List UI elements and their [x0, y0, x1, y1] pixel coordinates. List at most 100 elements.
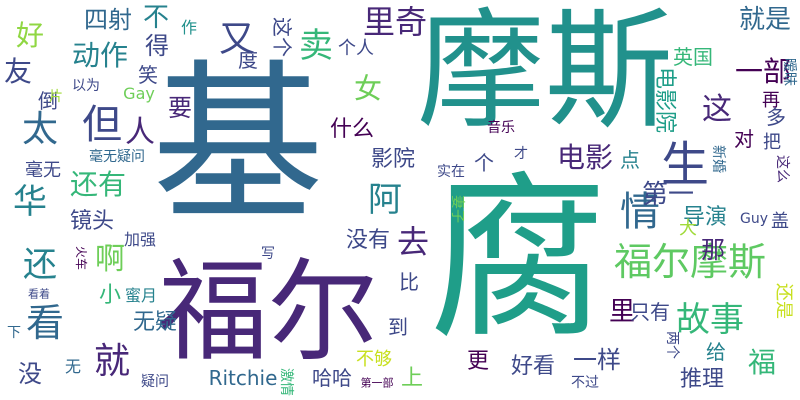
word-diyi: 第一 — [641, 180, 695, 210]
word-mei: 没 — [18, 360, 42, 388]
word-jiqing: 激情 — [278, 368, 294, 396]
word-tai: 太 — [21, 109, 59, 150]
word-zhege: 这个 — [270, 17, 294, 57]
word-cai: 才 — [514, 146, 528, 162]
word-geren: 个人 — [338, 38, 374, 59]
word-qu: 去 — [396, 223, 430, 261]
word-yingyuan: 影院 — [370, 147, 416, 172]
word-jingtou: 镜头 — [69, 209, 115, 234]
word-haishi: 还是 — [773, 283, 794, 319]
word-dongzuo: 动作 — [71, 39, 129, 72]
word-hua: 华 — [13, 182, 47, 222]
word-fu-rot: 腐 — [429, 156, 607, 363]
word-dian: 点 — [620, 148, 640, 172]
word-a: 阿 — [368, 180, 402, 220]
word-qizi: 妻子 — [449, 195, 465, 223]
word-zhe: 这 — [702, 92, 732, 127]
word-bugou: 不够 — [356, 349, 392, 370]
word-na: 那 — [701, 236, 725, 264]
word-sheng: 生 — [660, 137, 710, 193]
word-ba: 把 — [763, 132, 781, 153]
word-haowuyiwen: 毫无疑问 — [89, 149, 145, 165]
word-guy: Guy — [739, 211, 769, 227]
word-liqi: 里奇 — [362, 3, 428, 41]
word-xia: 下 — [7, 325, 21, 341]
word-zheme: 这么 — [774, 155, 790, 183]
word-de: 得 — [145, 32, 169, 60]
word-zai: 再 — [762, 90, 780, 111]
word-nv: 女 — [353, 72, 383, 105]
word-gai: 盖 — [771, 211, 789, 232]
word-daoyan: 导演 — [682, 205, 728, 230]
word-tuili: 推理 — [679, 367, 725, 392]
word-hai: 还 — [23, 245, 57, 285]
word-jiaqiang: 加强 — [123, 230, 157, 249]
word-yao: 要 — [168, 94, 192, 122]
word-dianying: 电影 — [556, 141, 614, 174]
word-gushi: 故事 — [676, 300, 744, 340]
word-haowu: 毫无 — [25, 160, 61, 181]
word-ren: 人 — [125, 115, 155, 150]
word-yiyang: 一样 — [573, 346, 621, 374]
word-diyibu: 第一部 — [360, 376, 394, 390]
word-xinhun: 新婚 — [710, 145, 726, 173]
word-aimei: 暧昧 — [781, 58, 797, 86]
word-dao2: 倒 — [38, 89, 58, 113]
word-jiushi: 就是 — [738, 5, 792, 35]
word-wuyi: 无疑 — [132, 310, 178, 335]
word-huoche: 火车 — [74, 245, 88, 271]
word-geng: 更 — [466, 349, 490, 374]
word-pian: 片 — [49, 89, 63, 105]
word-yingguo: 英国 — [673, 45, 713, 69]
word-dan: 但 — [82, 102, 122, 148]
word-fuer: 福尔 — [158, 248, 378, 376]
word-gei: 给 — [706, 340, 726, 364]
word-ritchie: Ritchie — [208, 366, 278, 390]
word-hao: 好 — [15, 19, 45, 52]
word-mai: 卖 — [299, 26, 333, 66]
word-you2: 友 — [3, 55, 33, 88]
word-kanzhe: 看着 — [28, 287, 50, 301]
word-fuermosi: 福尔摩斯 — [613, 240, 767, 284]
word-xie: 写 — [261, 246, 275, 262]
word-yiwei: 以为 — [72, 78, 100, 94]
word-li: 里 — [608, 297, 636, 327]
word-bu: 不 — [142, 3, 170, 33]
word-zhiyou: 只有 — [630, 300, 670, 324]
word-shenme: 什么 — [329, 117, 375, 142]
word-mosi: 摩斯 — [416, 0, 674, 146]
word-du: 度 — [238, 48, 258, 72]
word-xiao: 小 — [98, 283, 122, 308]
word-da: 大 — [679, 218, 697, 239]
word-ge: 个 — [474, 151, 494, 175]
word-xiao-laugh: 笑 — [138, 63, 158, 87]
word-dui: 对 — [734, 127, 754, 151]
word-yinyue: 音乐 — [487, 120, 515, 136]
word-qing: 情 — [620, 189, 660, 235]
word-duo: 多 — [766, 105, 786, 129]
word-zuo: 作 — [180, 18, 198, 37]
word-meiyou: 没有 — [345, 228, 391, 253]
word-dianyingyuan: 电影院 — [652, 66, 677, 134]
word-a2: 啊 — [95, 242, 125, 277]
word-jiu: 就 — [93, 341, 131, 382]
word-gay: Gay — [123, 84, 155, 103]
word-dao: 到 — [388, 315, 408, 339]
word-kan: 看 — [25, 301, 65, 345]
word-yibu: 一部 — [734, 55, 792, 88]
word-shang: 上 — [400, 366, 424, 391]
word-shizai: 实在 — [437, 164, 465, 180]
word-fu-small: 福 — [747, 346, 777, 379]
word-haha: 哈哈 — [312, 366, 352, 390]
word-you: 又 — [218, 19, 256, 60]
word-yiwen: 疑问 — [141, 374, 169, 390]
word-ji: 基 — [152, 44, 324, 245]
word-buguo: 不过 — [571, 375, 599, 391]
word-liangge: 两个 — [664, 331, 680, 359]
word-sishe: 四射 — [84, 6, 132, 34]
word-haiyou: 还有 — [69, 168, 127, 201]
word-bi: 比 — [399, 270, 419, 294]
word-haokan: 好看 — [510, 354, 556, 379]
word-wu: 无 — [64, 357, 82, 376]
